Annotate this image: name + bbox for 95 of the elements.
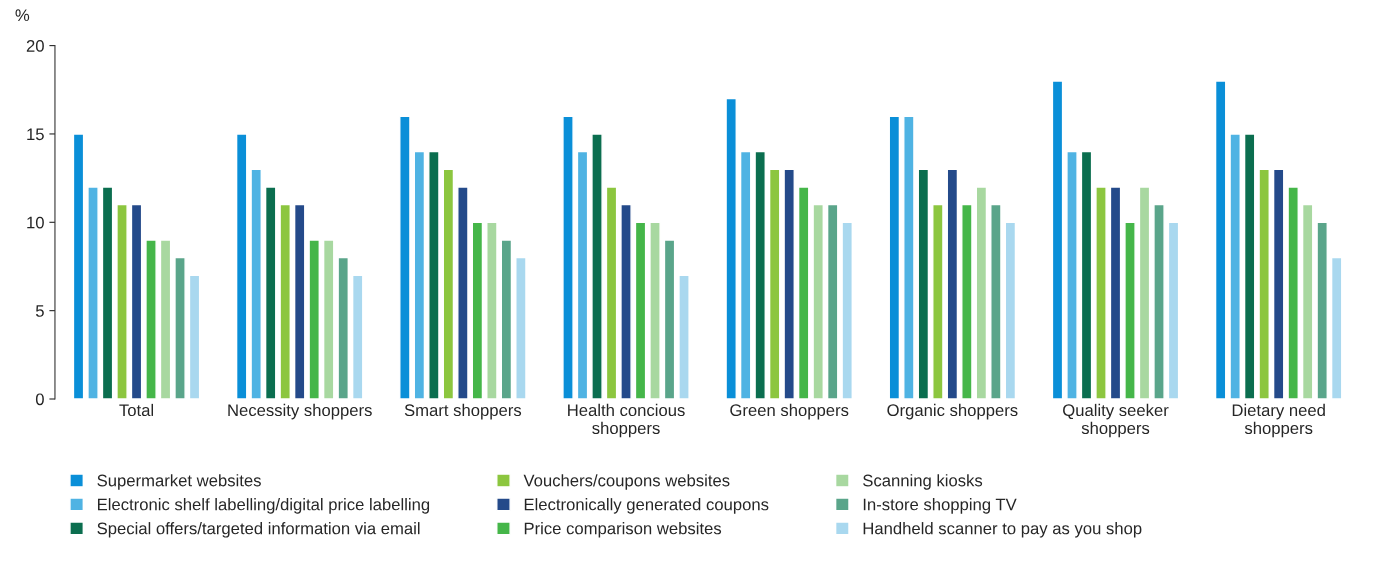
bar (235, 133, 248, 399)
bar (917, 168, 930, 399)
bar (442, 168, 455, 399)
bar (337, 256, 349, 399)
bar (1330, 256, 1343, 399)
bar (812, 203, 824, 399)
legend-label: Vouchers/coupons websites (523, 474, 730, 490)
bar (1214, 80, 1227, 399)
bar (101, 186, 114, 399)
bar (888, 115, 901, 399)
bar (576, 150, 589, 399)
y-tick-label: 5 (35, 305, 44, 317)
bar (1109, 186, 1122, 399)
bar (1124, 221, 1136, 399)
bar (279, 203, 291, 399)
bar (250, 168, 262, 399)
x-tick-label: Organic shoppers (887, 403, 1018, 420)
bar (1316, 221, 1328, 399)
y-tick-label: 10 (27, 216, 44, 229)
x-tick-label: Quality seeker shoppers (1063, 403, 1169, 438)
bar (841, 221, 853, 399)
bar (562, 115, 574, 399)
bar (471, 221, 484, 399)
bar (1095, 186, 1107, 399)
bar (1153, 203, 1165, 399)
bar (87, 186, 99, 399)
y-tick-label: 0 (35, 393, 44, 406)
bar (1229, 133, 1241, 399)
bar (605, 186, 618, 399)
bar (1243, 133, 1256, 399)
legend-label: Special offers/targeted information via email (97, 522, 420, 538)
bar (1301, 203, 1314, 399)
bar (1138, 186, 1151, 399)
bar (308, 239, 320, 399)
bar (990, 203, 1002, 399)
bar (457, 186, 469, 399)
bar (145, 239, 157, 399)
x-tick-label: Health concious shoppers (568, 403, 685, 438)
bar (486, 221, 498, 399)
bar (1051, 80, 1064, 399)
bar (975, 186, 988, 399)
bar (946, 168, 959, 399)
bar (754, 150, 766, 399)
y-tick-label: 15 (27, 128, 44, 141)
bar (1287, 186, 1299, 399)
bar (961, 203, 973, 399)
bar (783, 168, 795, 399)
x-tick-label: Total (119, 403, 154, 417)
bar (634, 221, 647, 399)
bar (413, 150, 426, 399)
bar (903, 115, 915, 399)
legend-label: Electronically generated coupons (524, 498, 769, 514)
bar (515, 256, 527, 399)
bar (116, 203, 128, 399)
bar (293, 203, 306, 399)
bar (663, 239, 676, 399)
bar (130, 203, 143, 399)
bar (1167, 221, 1180, 399)
bar (1066, 150, 1078, 399)
legend-label: In-store shopping TV (863, 498, 1017, 514)
bar (174, 256, 186, 399)
bar (1258, 168, 1270, 399)
legend-label: Scanning kiosks (863, 474, 983, 490)
bar (1004, 221, 1017, 399)
bar (739, 150, 752, 399)
bar (826, 203, 839, 399)
bar (72, 133, 85, 399)
bar (620, 203, 632, 399)
x-tick-label: Green shoppers (730, 403, 849, 420)
bar (188, 274, 201, 399)
bar (591, 133, 603, 399)
bar (351, 274, 364, 399)
x-tick-label: Necessity shoppers (228, 403, 372, 420)
legend-label: Price comparison websites (524, 522, 722, 538)
bar (159, 239, 172, 399)
legend-label: Supermarket websites (97, 474, 261, 490)
legend-label: Electronic shelf labelling/digital price labelling (97, 498, 430, 514)
bar (399, 115, 411, 399)
bar (768, 168, 781, 399)
bar (678, 274, 690, 399)
y-axis-title: % (15, 9, 30, 22)
bar (1080, 150, 1093, 399)
bar (932, 203, 944, 399)
bar (428, 150, 440, 399)
legend-label: Handheld scanner to pay as you shop (863, 522, 1142, 538)
bar (649, 221, 661, 399)
bar (264, 186, 277, 399)
x-tick-label: Smart shoppers (404, 403, 522, 420)
bar (1272, 168, 1285, 399)
bar (500, 239, 513, 399)
bar (797, 186, 810, 399)
bar (725, 97, 737, 399)
y-tick-label: 20 (26, 40, 44, 52)
bar (322, 239, 335, 399)
x-tick-label: Dietary need shoppers (1232, 403, 1325, 438)
